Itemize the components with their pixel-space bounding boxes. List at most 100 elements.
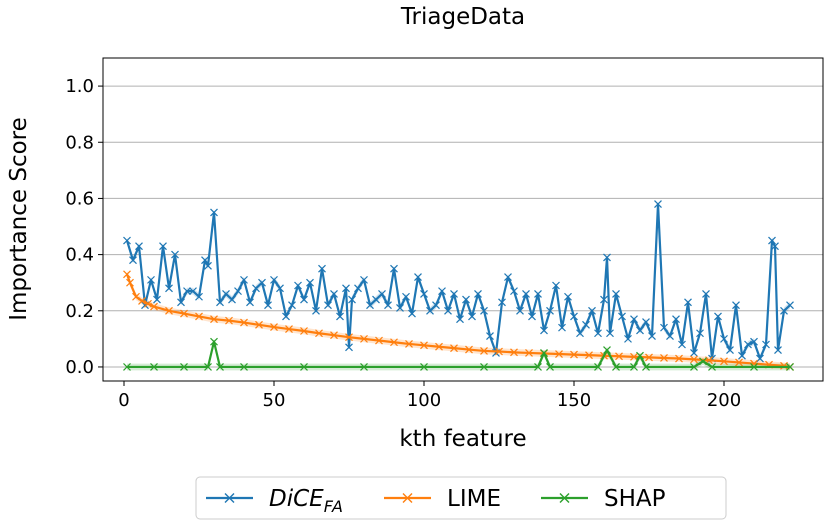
- data-point-marker: [750, 363, 758, 371]
- data-point-marker: [210, 208, 218, 217]
- data-point-marker: [603, 346, 611, 355]
- data-point-marker: [159, 242, 167, 251]
- data-point-marker: [405, 340, 413, 348]
- data-point-marker: [201, 256, 209, 265]
- data-point-marker: [228, 295, 236, 304]
- y-axis-title: Importance Score: [6, 117, 32, 321]
- data-point-marker: [150, 302, 158, 311]
- data-point-marker: [552, 281, 560, 290]
- data-point-marker: [570, 312, 578, 321]
- data-point-marker: [240, 363, 248, 371]
- data-point-marker: [210, 315, 218, 324]
- data-point-marker: [720, 357, 728, 366]
- data-point-marker: [480, 306, 488, 315]
- data-point-marker: [786, 363, 794, 371]
- data-point-marker: [195, 312, 203, 321]
- data-point-marker: [435, 342, 443, 351]
- x-tick-label: 0: [118, 390, 129, 411]
- data-point-marker: [570, 350, 578, 359]
- data-point-marker: [465, 345, 473, 354]
- data-point-marker: [324, 301, 332, 310]
- data-point-marker: [276, 284, 284, 293]
- data-point-marker: [375, 336, 383, 345]
- data-point-marker: [171, 250, 179, 259]
- data-point-marker: [258, 278, 266, 287]
- data-point-marker: [345, 343, 353, 352]
- data-point-marker: [183, 287, 191, 296]
- data-point-marker: [126, 278, 134, 287]
- data-point-marker: [414, 273, 422, 282]
- data-point-marker: [735, 358, 743, 367]
- data-point-marker: [204, 363, 212, 371]
- data-point-marker: [480, 347, 488, 355]
- data-point-marker: [762, 340, 770, 349]
- data-point-marker: [678, 340, 686, 349]
- data-point-marker: [732, 301, 740, 310]
- data-point-marker: [594, 329, 602, 338]
- data-point-marker: [165, 284, 173, 293]
- data-point-marker: [744, 340, 752, 349]
- series-dice: [123, 200, 794, 363]
- data-point-marker: [690, 348, 698, 357]
- data-point-marker: [648, 332, 656, 340]
- data-point-marker: [534, 290, 542, 298]
- data-point-marker: [264, 301, 272, 310]
- data-point-marker: [546, 363, 554, 371]
- data-point-marker: [150, 363, 158, 371]
- data-point-marker: [396, 304, 404, 312]
- y-tick-label: 0.6: [65, 188, 94, 209]
- data-point-marker: [504, 273, 512, 282]
- x-tick-label: 100: [407, 390, 441, 411]
- data-point-marker: [660, 323, 668, 332]
- legend-label: DiCEFA: [269, 486, 343, 516]
- data-point-marker: [129, 256, 137, 265]
- data-point-marker: [420, 341, 428, 350]
- legend-item-shap: SHAP: [541, 486, 666, 512]
- data-point-marker: [444, 306, 452, 315]
- data-point-marker: [222, 290, 230, 298]
- data-point-marker: [306, 278, 314, 287]
- data-point-marker: [582, 320, 590, 329]
- data-point-marker: [522, 290, 530, 298]
- data-point-marker: [438, 287, 446, 296]
- x-axis-ticks: 0 50 100 150 200: [118, 381, 741, 411]
- data-point-marker: [135, 242, 143, 251]
- data-point-marker: [630, 315, 638, 324]
- data-point-marker: [147, 275, 155, 284]
- data-point-marker: [600, 295, 608, 304]
- legend: DiCEFA LIME SHAP: [195, 476, 727, 520]
- data-point-marker: [738, 351, 746, 360]
- data-point-marker: [615, 352, 623, 361]
- data-point-marker: [402, 493, 413, 503]
- data-point-marker: [588, 306, 596, 315]
- data-point-marker: [585, 351, 593, 360]
- data-point-marker: [495, 347, 503, 356]
- data-point-marker: [420, 363, 428, 371]
- data-point-marker: [342, 284, 350, 293]
- data-point-marker: [486, 332, 494, 340]
- data-point-marker: [714, 312, 722, 321]
- x-tick-label: 200: [707, 390, 741, 411]
- data-point-marker: [123, 270, 131, 279]
- data-point-marker: [132, 292, 140, 301]
- data-point-marker: [189, 287, 197, 296]
- data-point-marker: [771, 242, 779, 251]
- data-point-marker: [642, 363, 650, 371]
- legend-box: [195, 476, 727, 520]
- chart-title: TriageData: [400, 4, 525, 30]
- data-point-marker: [360, 275, 368, 284]
- data-point-marker: [315, 329, 323, 338]
- data-point-marker: [702, 290, 710, 298]
- legend-label: LIME: [447, 486, 501, 512]
- data-point-marker: [708, 363, 716, 371]
- data-point-marker: [660, 354, 668, 362]
- data-point-marker: [294, 281, 302, 290]
- x-tick-label: 150: [557, 390, 591, 411]
- y-tick-label: 0.4: [65, 245, 94, 266]
- plot-frame: [102, 57, 824, 382]
- data-point-marker: [510, 348, 518, 357]
- x-axis-title: kth feature: [399, 426, 526, 452]
- data-point-marker: [246, 298, 254, 307]
- data-point-marker: [216, 363, 224, 371]
